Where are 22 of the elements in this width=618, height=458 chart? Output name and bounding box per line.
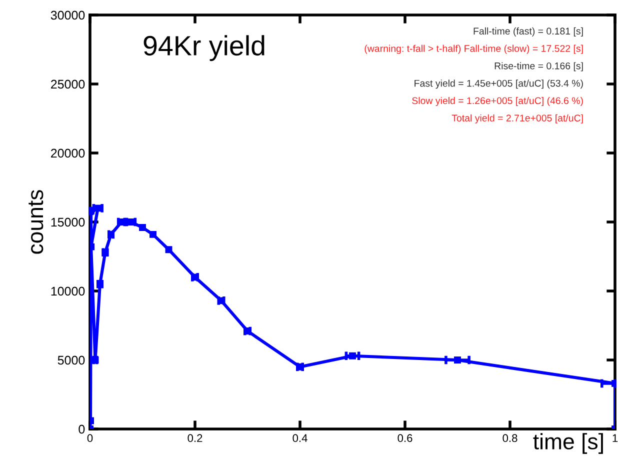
annotation: Fast yield = 1.45e+005 [at/uC] (53.4 %) — [414, 80, 583, 89]
x-tick-label: 0 — [87, 434, 93, 442]
x-tick-label: 0.6 — [398, 434, 412, 442]
annotation: (warning: t-fall > t-half) Fall-time (slow) = 17.522 [s] — [364, 44, 583, 54]
y-axis-title: counts — [28, 190, 44, 254]
y-tick-label: 30000 — [50, 10, 85, 20]
x-tick-label: 0.4 — [292, 434, 308, 442]
y-tick-label: 10000 — [51, 286, 85, 296]
annotation: Total yield = 2.71e+005 [at/uC] — [452, 114, 583, 124]
y-tick-label: 25000 — [51, 80, 85, 89]
text: 94Kr yield — [144, 35, 264, 62]
x-tick-label: 0.8 — [502, 434, 518, 442]
y-tick-label: 0 — [78, 424, 85, 434]
y-tick-label: 5000 — [58, 356, 85, 365]
annotation: Fall-time (fast) = 0.181 [s] — [474, 27, 583, 36]
y-tick-label: 15000 — [51, 218, 85, 227]
x-axis-title: time [s] — [533, 433, 603, 454]
annotation: Slow yield = 1.26e+005 [at/uC] (46.6 %) — [412, 96, 583, 106]
y-tick-label: 20000 — [51, 148, 85, 158]
x-tick-label: 0.2 — [188, 434, 202, 442]
annotation: Rise-time = 0.166 [s] — [494, 62, 583, 72]
x-tick-label: 1 — [612, 434, 618, 442]
